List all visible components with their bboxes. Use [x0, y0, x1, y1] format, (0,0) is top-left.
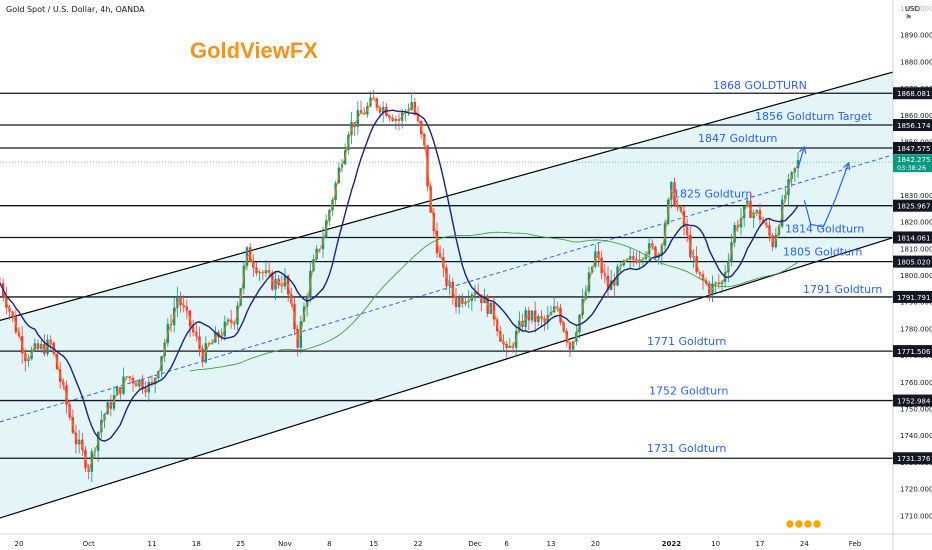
- level-tag-text: 1847.575: [897, 145, 930, 153]
- current-price-text: 1842.275: [897, 156, 930, 164]
- current-price-tag: [893, 154, 932, 173]
- projection-arrowhead: [843, 161, 851, 170]
- projection-path: [797, 146, 805, 169]
- instrument-title: Gold Spot / U.S. Dollar, 4h, OANDA: [6, 5, 145, 14]
- price-tags: 1868.081 1856.174 1847.575 1825.967 1814.061…: [0, 87, 932, 465]
- series-price-line: [0, 97, 799, 472]
- level-tag: [893, 345, 932, 358]
- level-tag-text: 1825.967: [897, 203, 930, 211]
- level-tag-text: 1856.174: [897, 122, 931, 130]
- level-tag: [893, 87, 932, 100]
- x-tick-label: 11: [148, 540, 157, 548]
- level-label: 1856 Goldturn Target: [755, 110, 873, 123]
- level-label: 1752 Goldturn: [649, 385, 728, 398]
- level-label: 1805 Goldturn: [783, 246, 862, 259]
- event-flag-icon: [803, 519, 813, 529]
- channel-upper-line: [0, 71, 894, 321]
- level-tag: [893, 141, 932, 154]
- price-channel: [0, 71, 894, 519]
- level-tag-text: 1771.506: [897, 348, 931, 356]
- price-axis: 1710.0001720.0001730.0001740.0001750.000…: [892, 0, 932, 550]
- x-tick-label: 13: [547, 540, 556, 548]
- y-tick-label: 1740.000: [900, 432, 932, 440]
- y-tick-label: 1880.000: [900, 58, 932, 66]
- y-tick-label: 1810.000: [900, 245, 932, 253]
- currency-label: USD: [905, 5, 920, 13]
- level-tag: [893, 290, 932, 303]
- time-axis: 20 Oct 11 18 25 Nov 8 15 22 Dec 6 13 20 2022 10 17 24 Feb: [0, 533, 932, 548]
- goldturn-levels: 1868 GOLDTURN 1856 Goldturn Target 1847 Go…: [0, 79, 893, 459]
- brand-logo: GoldViewFX: [190, 38, 318, 63]
- level-label: 1731 Goldturn: [647, 442, 726, 455]
- y-tick-label: 1710.000: [900, 512, 932, 520]
- level-tag: [893, 452, 932, 465]
- level-tag: [893, 394, 932, 407]
- y-tick-label: 1830.000: [900, 192, 932, 200]
- level-tag-text: 1791.791: [897, 294, 930, 302]
- level-label: 1771 Goldturn: [647, 335, 726, 348]
- y-tick-label: 1720.000: [900, 486, 932, 494]
- bell-icon[interactable]: ⚑: [905, 13, 913, 22]
- level-label: 1868 GOLDTURN: [713, 79, 807, 92]
- y-tick-label: 1860.000: [900, 112, 932, 120]
- x-tick-label: 22: [414, 540, 423, 548]
- x-tick-label: Nov: [278, 540, 292, 548]
- level-tag: [893, 231, 932, 244]
- level-label: 1791 Goldturn: [803, 283, 882, 296]
- x-tick-label: 10: [711, 540, 720, 548]
- x-tick-label: 18: [192, 540, 201, 548]
- y-tick-label: 1820.000: [900, 219, 932, 227]
- series-ma-slow-line: [189, 231, 799, 372]
- countdown-text: 03:38:26: [897, 164, 926, 172]
- event-flag-icon: [785, 519, 795, 529]
- moving-averages: [0, 97, 799, 472]
- event-flag-icon: [794, 519, 804, 529]
- channel-fill: [0, 72, 893, 518]
- x-tick-label: 20: [15, 540, 24, 548]
- projection-arrows: [797, 145, 851, 228]
- level-tag: [893, 119, 932, 132]
- level-label: 1847 Goldturn: [698, 132, 777, 145]
- y-tick-label: 1750.000: [900, 406, 932, 414]
- y-tick-label: 1890.000: [900, 32, 932, 40]
- y-tick-label: 1800.000: [900, 272, 932, 280]
- level-tag: [893, 199, 932, 212]
- y-tick-label: 1780.000: [900, 325, 932, 333]
- x-tick-label: Oct: [83, 540, 95, 548]
- x-tick-label: 8: [327, 540, 331, 548]
- x-tick-label: Dec: [468, 540, 482, 548]
- event-markers: [785, 519, 822, 529]
- level-tag-text: 1731.376: [897, 455, 931, 463]
- x-tick-label: 24: [800, 540, 809, 548]
- x-tick-label: 17: [756, 540, 765, 548]
- x-tick-label: 2022: [662, 540, 682, 548]
- x-tick-label: 6: [504, 540, 509, 548]
- level-tag-text: 1805.020: [897, 259, 930, 267]
- series-ma-fast-line: [0, 109, 799, 442]
- level-tag-text: 1752.984: [897, 398, 931, 406]
- x-tick-label: 25: [236, 540, 245, 548]
- level-label: 1814 Goldturn: [785, 222, 864, 235]
- x-tick-label: Feb: [849, 540, 862, 548]
- level-tag: [893, 255, 932, 268]
- x-tick-label: 20: [591, 540, 600, 548]
- event-flag-icon: [812, 519, 822, 529]
- level-label: 1825 Goldturn: [673, 188, 752, 201]
- y-tick-label: 1760.000: [900, 379, 932, 387]
- projection-path: [803, 162, 850, 228]
- projection-arrowhead: [798, 145, 807, 154]
- x-tick-label: 15: [369, 540, 378, 548]
- level-tag-text: 1814.061: [897, 234, 930, 242]
- level-tag-text: 1868.081: [897, 90, 930, 98]
- y-tick-label: 1900.000: [900, 5, 932, 13]
- channel-mid-line: [0, 154, 894, 423]
- channel-lower-line: [0, 237, 894, 519]
